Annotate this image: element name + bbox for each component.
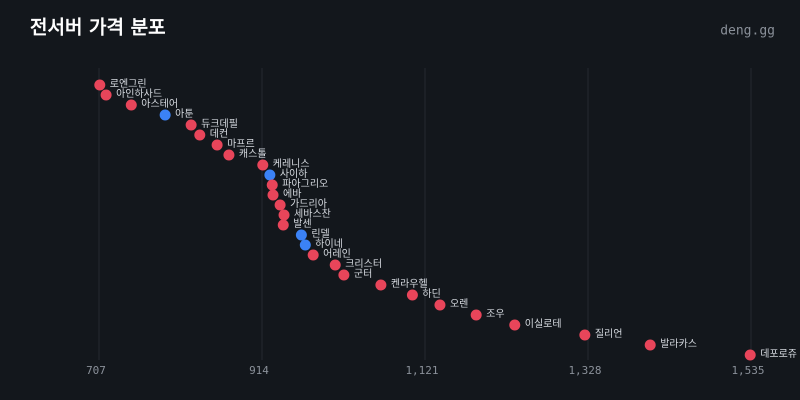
- dot: [94, 79, 106, 91]
- dot-label: 하딘: [422, 287, 440, 300]
- dot-label: 켄라우헬: [391, 278, 428, 290]
- dot-label: 세바스찬: [294, 208, 331, 220]
- dot-label: 질리언: [595, 328, 623, 340]
- dot-label: 사이하: [280, 167, 308, 180]
- dot-label: 군터: [354, 268, 372, 280]
- dot-label: 조우: [486, 308, 504, 320]
- dot: [509, 319, 521, 331]
- dot-label: 로엔그린: [110, 78, 147, 90]
- dot: [299, 239, 311, 251]
- dot-label: 린델: [311, 228, 329, 240]
- dot: [375, 279, 387, 291]
- dot: [185, 119, 197, 131]
- x-tick-label: 1,121: [405, 364, 438, 377]
- dot-label: 오렌: [450, 298, 468, 310]
- dot: [295, 229, 307, 241]
- dot-label: 하이네: [315, 237, 343, 250]
- dot-label: 캐스톨: [239, 148, 267, 160]
- dot: [434, 299, 446, 311]
- dot-label: 아스테어: [141, 98, 178, 110]
- dot-label: 이실로테: [525, 318, 562, 330]
- x-tick-label: 1,535: [731, 364, 764, 377]
- dot: [274, 199, 286, 211]
- x-tick-label: 914: [249, 364, 269, 377]
- brand: deng.gg: [720, 24, 775, 39]
- dot: [277, 219, 289, 231]
- dot: [744, 349, 756, 361]
- dot: [264, 169, 276, 181]
- dot-label: 어레인: [323, 248, 351, 260]
- dot: [257, 159, 269, 171]
- dot: [223, 149, 235, 161]
- dot: [266, 179, 278, 191]
- dot-label: 크리스터: [345, 258, 382, 270]
- dot: [278, 209, 290, 221]
- chart-title: 전서버 가격 분포: [30, 17, 166, 39]
- dot: [579, 329, 591, 341]
- dot: [100, 89, 112, 101]
- dot-label: 데포로쥬: [760, 348, 797, 360]
- dot-label: 데컨: [210, 128, 228, 140]
- dot-label: 파아그리오: [282, 178, 328, 190]
- dot-label: 듀크데필: [201, 118, 238, 130]
- dot-label: 마프르: [227, 138, 255, 150]
- dot: [307, 249, 319, 261]
- dot: [338, 269, 350, 281]
- dot-label: 발센: [293, 218, 311, 230]
- dot: [194, 129, 206, 141]
- dot-label: 발라카스: [660, 338, 697, 350]
- dot: [267, 189, 279, 201]
- x-tick-label: 707: [86, 364, 106, 377]
- dot-label: 아인하사드: [116, 87, 162, 100]
- dot-label: 케레니스: [273, 158, 310, 170]
- dot: [406, 289, 418, 301]
- dot: [644, 339, 656, 351]
- dot-label: 가드리아: [290, 198, 327, 210]
- dot: [211, 139, 223, 151]
- dot-label: 아툰: [175, 108, 193, 120]
- dot: [125, 99, 137, 111]
- dot: [329, 259, 341, 271]
- dot: [159, 109, 171, 121]
- dot: [470, 309, 482, 321]
- x-tick-label: 1,328: [568, 364, 601, 377]
- dot-label: 에바: [283, 188, 301, 200]
